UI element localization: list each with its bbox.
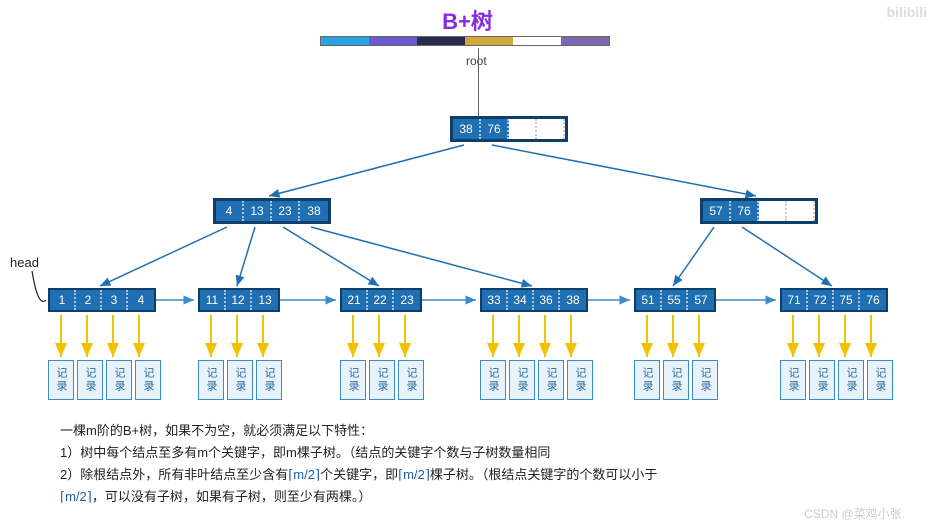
node-cell: 71 [782, 290, 808, 310]
node-cell: 34 [508, 290, 534, 310]
node-cell: 13 [252, 290, 278, 310]
record-box: 记录 [135, 360, 161, 400]
record-group: 记录记录记录记录 [48, 360, 161, 400]
node-cell: 12 [226, 290, 252, 310]
description-block: 一棵m阶的B+树，如果不为空，就必须满足以下特性：1）树中每个结点至多有m个关键… [60, 420, 905, 508]
node-cell: 51 [636, 290, 662, 310]
record-box: 记录 [538, 360, 564, 400]
record-box: 记录 [838, 360, 864, 400]
node-cell: 76 [481, 119, 509, 139]
node-root: 3876 [450, 116, 568, 142]
record-group: 记录记录记录 [340, 360, 424, 400]
node-cell: 38 [453, 119, 481, 139]
node-cell: 1 [50, 290, 76, 310]
node-cell: 57 [703, 201, 731, 221]
node-cell [787, 201, 815, 221]
description-line: 1）树中每个结点至多有m个关键字，即m棵子树。（结点的关键字个数与子树数量相同 [60, 442, 905, 464]
record-box: 记录 [369, 360, 395, 400]
node-cell: 75 [834, 290, 860, 310]
node-cell: 11 [200, 290, 226, 310]
record-box: 记录 [227, 360, 253, 400]
node-cell: 3 [102, 290, 128, 310]
node-int_right: 5776 [700, 198, 818, 224]
root-color-bar [320, 36, 610, 46]
record-box: 记录 [567, 360, 593, 400]
record-box: 记录 [106, 360, 132, 400]
node-cell: 4 [216, 201, 244, 221]
node-cell: 22 [368, 290, 394, 310]
node-cell: 13 [244, 201, 272, 221]
node-cell: 38 [300, 201, 328, 221]
record-box: 记录 [198, 360, 224, 400]
node-cell: 76 [860, 290, 886, 310]
node-leaf1: 1234 [48, 288, 156, 312]
record-box: 记录 [398, 360, 424, 400]
root-pointer-line [478, 48, 479, 116]
record-box: 记录 [48, 360, 74, 400]
record-group: 记录记录记录 [634, 360, 718, 400]
record-box: 记录 [77, 360, 103, 400]
record-group: 记录记录记录记录 [480, 360, 593, 400]
description-line: ⌈m/2⌉，可以没有子树，如果有子树，则至少有两棵。） [60, 486, 905, 508]
node-cell: 38 [560, 290, 586, 310]
description-line: 2）除根结点外，所有非叶结点至少含有⌈m/2⌉个关键字，即⌈m/2⌉棵子树。（根… [60, 464, 905, 486]
record-box: 记录 [634, 360, 660, 400]
node-leaf4: 33343638 [480, 288, 588, 312]
record-box: 记录 [780, 360, 806, 400]
node-cell: 36 [534, 290, 560, 310]
node-cell: 23 [394, 290, 420, 310]
root-label: root [466, 54, 487, 68]
node-cell [537, 119, 565, 139]
node-cell: 76 [731, 201, 759, 221]
node-cell: 2 [76, 290, 102, 310]
node-cell: 4 [128, 290, 154, 310]
node-cell: 72 [808, 290, 834, 310]
watermark-bottomright: CSDN @菜鸡小张. [804, 505, 905, 522]
record-box: 记录 [867, 360, 893, 400]
node-cell: 23 [272, 201, 300, 221]
node-cell: 57 [688, 290, 714, 310]
record-box: 记录 [256, 360, 282, 400]
node-cell [759, 201, 787, 221]
record-box: 记录 [692, 360, 718, 400]
node-cell: 33 [482, 290, 508, 310]
node-cell: 21 [342, 290, 368, 310]
diagram-title: B+树 [0, 4, 935, 36]
record-group: 记录记录记录 [198, 360, 282, 400]
record-group: 记录记录记录记录 [780, 360, 893, 400]
node-cell: 55 [662, 290, 688, 310]
description-line: 一棵m阶的B+树，如果不为空，就必须满足以下特性： [60, 420, 905, 442]
record-box: 记录 [509, 360, 535, 400]
watermark-topright: bilibili [887, 4, 927, 20]
node-leaf5: 515557 [634, 288, 716, 312]
record-box: 记录 [663, 360, 689, 400]
node-leaf3: 212223 [340, 288, 422, 312]
record-box: 记录 [809, 360, 835, 400]
record-box: 记录 [480, 360, 506, 400]
record-box: 记录 [340, 360, 366, 400]
node-leaf2: 111213 [198, 288, 280, 312]
node-cell [509, 119, 537, 139]
head-label: head [10, 255, 39, 270]
node-int_left: 4132338 [213, 198, 331, 224]
node-leaf6: 71727576 [780, 288, 888, 312]
